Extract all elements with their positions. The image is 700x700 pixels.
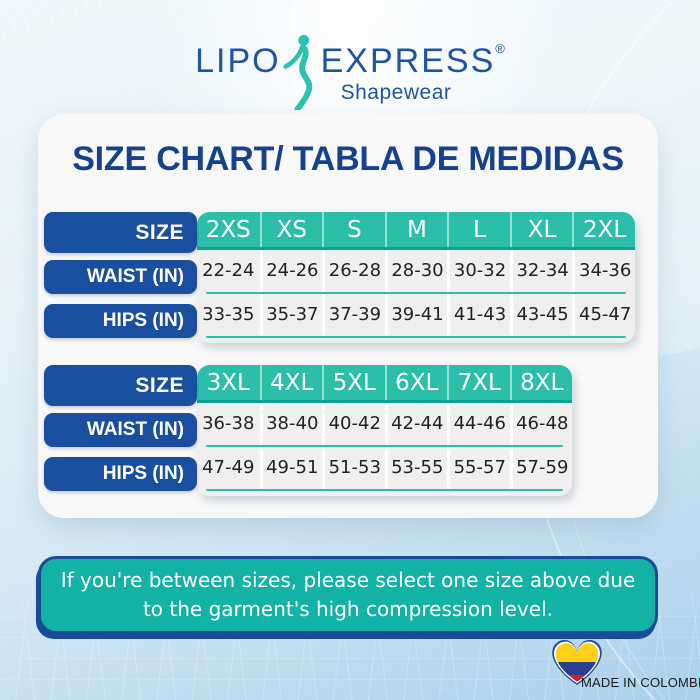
size-header-cell: 8XL: [509, 365, 573, 400]
waist-cell: 44-46: [447, 403, 510, 445]
hips-label-pill: HIPS (IN): [44, 457, 197, 491]
note-line-2: to the garment's high compression level.: [142, 597, 554, 621]
brand-wordmark: LIPO EXPRESS ®: [195, 34, 505, 110]
size-header-cell: S: [322, 212, 385, 247]
hips-cell: 35-37: [259, 294, 323, 336]
waist-cell: 36-38: [202, 413, 255, 434]
brand-tagline: Shapewear: [340, 81, 452, 104]
table-body: 2XS XS S M L XL 2XL 22-24 24-26 26-28 28…: [197, 212, 635, 343]
waist-cell: 26-28: [322, 250, 385, 292]
hips-label-pill: HIPS (IN): [44, 304, 197, 338]
waist-cell: 46-48: [509, 403, 573, 445]
size-label-pill: SIZE: [44, 365, 197, 406]
hips-cell: 43-45: [509, 294, 573, 336]
size-header-row: 3XL 4XL 5XL 6XL 7XL 8XL: [197, 365, 572, 403]
row-divider: [206, 292, 626, 294]
waist-row: 36-38 38-40 40-42 42-44 44-46 46-48: [197, 403, 572, 445]
waist-cell: 32-34: [509, 250, 573, 292]
waist-cell: 42-44: [384, 403, 448, 445]
size-header-cell: 2XL: [572, 212, 635, 247]
hips-cell: 37-39: [322, 294, 385, 336]
size-header-cell: L: [447, 212, 510, 247]
made-in-label: MADE IN COLOMBIA: [581, 675, 700, 690]
waist-label-pill: WAIST (IN): [44, 260, 197, 294]
made-in-colombia: MADE IN COLOMBIA: [548, 636, 700, 696]
hips-cell: 49-51: [259, 447, 323, 489]
waist-cell: 24-26: [259, 250, 323, 292]
waist-cell: 40-42: [322, 403, 385, 445]
size-header-cell: 3XL: [206, 370, 250, 396]
size-header-cell: 4XL: [259, 365, 323, 400]
size-table-small-to-2xl: 2XS XS S M L XL 2XL 22-24 24-26 26-28 28…: [44, 212, 635, 353]
waist-row: 22-24 24-26 26-28 28-30 30-32 32-34 34-3…: [197, 250, 635, 292]
row-divider: [206, 336, 626, 338]
size-header-cell: 2XS: [205, 217, 251, 243]
size-header-cell: 6XL: [384, 365, 448, 400]
waist-cell: 38-40: [259, 403, 323, 445]
waist-cell: 28-30: [384, 250, 448, 292]
hips-cell: 57-59: [509, 447, 573, 489]
colombia-flag-heart-icon: [548, 636, 606, 693]
waist-cell: 22-24: [202, 260, 255, 281]
hips-row: 33-35 35-37 37-39 39-41 41-43 43-45 45-4…: [197, 294, 635, 336]
size-label-pill: SIZE: [44, 212, 197, 253]
brand-word-lipo: LIPO: [195, 41, 281, 80]
hips-cell: 39-41: [384, 294, 448, 336]
page-title: SIZE CHART/ TABLA DE MEDIDAS: [72, 140, 624, 178]
table-bottom-padding: [197, 338, 635, 343]
hips-cell: 47-49: [202, 457, 255, 478]
brand-logo: LIPO EXPRESS ® Shapewear: [0, 34, 700, 110]
row-divider: [206, 445, 563, 447]
waist-cell: 30-32: [447, 250, 510, 292]
size-header-cell: 5XL: [322, 365, 385, 400]
row-divider: [206, 489, 563, 491]
size-header-cell: 7XL: [447, 365, 510, 400]
logo-figure-icon: [281, 34, 321, 110]
table-bottom-padding: [197, 491, 572, 496]
size-header-cell: M: [384, 212, 448, 247]
note-banner: If you're between sizes, please select o…: [38, 556, 658, 634]
waist-cell: 34-36: [572, 250, 635, 292]
hips-cell: 41-43: [447, 294, 510, 336]
hips-cell: 45-47: [572, 294, 635, 336]
hips-cell: 53-55: [384, 447, 448, 489]
hips-cell: 51-53: [322, 447, 385, 489]
size-table-3xl-to-8xl: 3XL 4XL 5XL 6XL 7XL 8XL 36-38 38-40 40-4…: [44, 365, 572, 506]
size-chart-card: SIZE CHART/ TABLA DE MEDIDAS 2XS XS S M …: [38, 114, 658, 518]
brand-word-express: EXPRESS: [320, 41, 496, 80]
size-header-cell: XL: [509, 212, 573, 247]
hips-row: 47-49 49-51 51-53 53-55 55-57 57-59: [197, 447, 572, 489]
hips-cell: 33-35: [202, 304, 255, 325]
size-header-row: 2XS XS S M L XL 2XL: [197, 212, 635, 250]
table-body: 3XL 4XL 5XL 6XL 7XL 8XL 36-38 38-40 40-4…: [197, 365, 572, 496]
size-header-cell: XS: [259, 212, 323, 247]
note-line-1: If you're between sizes, please select o…: [60, 568, 636, 592]
registered-trademark: ®: [495, 41, 505, 56]
waist-label-pill: WAIST (IN): [44, 413, 197, 447]
hips-cell: 55-57: [447, 447, 510, 489]
